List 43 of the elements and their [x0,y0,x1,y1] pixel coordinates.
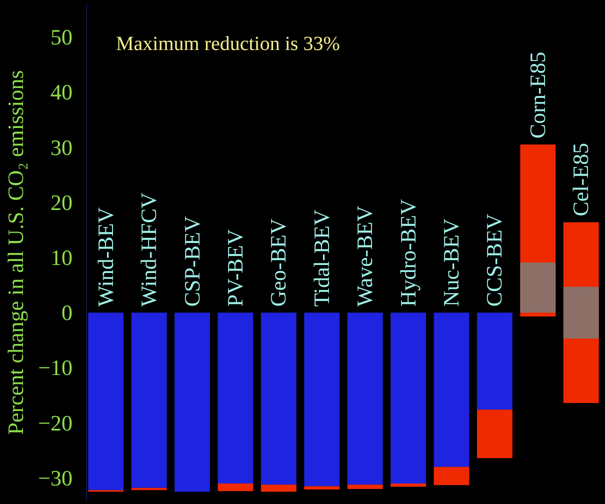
x-tick-label: CSP-BEV [179,216,204,307]
bar [390,312,426,484]
y-tick-label: −30 [38,465,72,490]
y-tick-label: 30 [50,134,72,160]
bar [434,312,470,467]
bar [218,312,254,484]
bar [131,312,167,488]
bar [477,312,512,410]
x-tick-label: Wave-BEV [352,206,378,307]
bar [260,484,296,492]
bar [347,484,383,489]
x-tick-label: Hydro-BEV [395,198,420,307]
x-tick-label: Geo-BEV [266,218,291,307]
bar [520,262,556,313]
bar [218,483,254,492]
x-tick-label: CCS-BEV [482,214,507,307]
bar [174,312,210,492]
x-tick-label: Wind-HFCV [136,192,162,307]
y-tick-label: 10 [50,245,72,270]
y-axis-title: Percent change in all U.S. CO₂ emissions [3,70,28,435]
x-tick-label: Tidal-BEV [308,210,334,307]
bar [390,483,426,487]
y-tick-label: 50 [50,24,72,50]
bar [477,410,512,458]
y-tick-label: 40 [50,80,72,105]
x-tick-label: Cel-E85 [568,142,594,216]
y-tick-label: −20 [38,410,72,436]
bar [304,312,340,486]
bar [347,312,383,485]
y-tick-label: 0 [62,300,72,326]
bar [260,312,296,485]
x-tick-label: Wind-BEV [92,207,118,307]
annotation: Maximum reduction is 33% [116,33,340,55]
bar [88,312,124,490]
x-tick-label: Corn-E85 [524,52,550,139]
y-tick-label: 20 [50,190,72,215]
bar [434,466,470,486]
bar [304,486,340,490]
y-tick-label: −10 [38,355,72,380]
bar [131,488,167,490]
x-tick-label: PV-BEV [222,229,248,307]
bar [563,286,599,339]
x-tick-label: Nuc-BEV [438,218,464,307]
